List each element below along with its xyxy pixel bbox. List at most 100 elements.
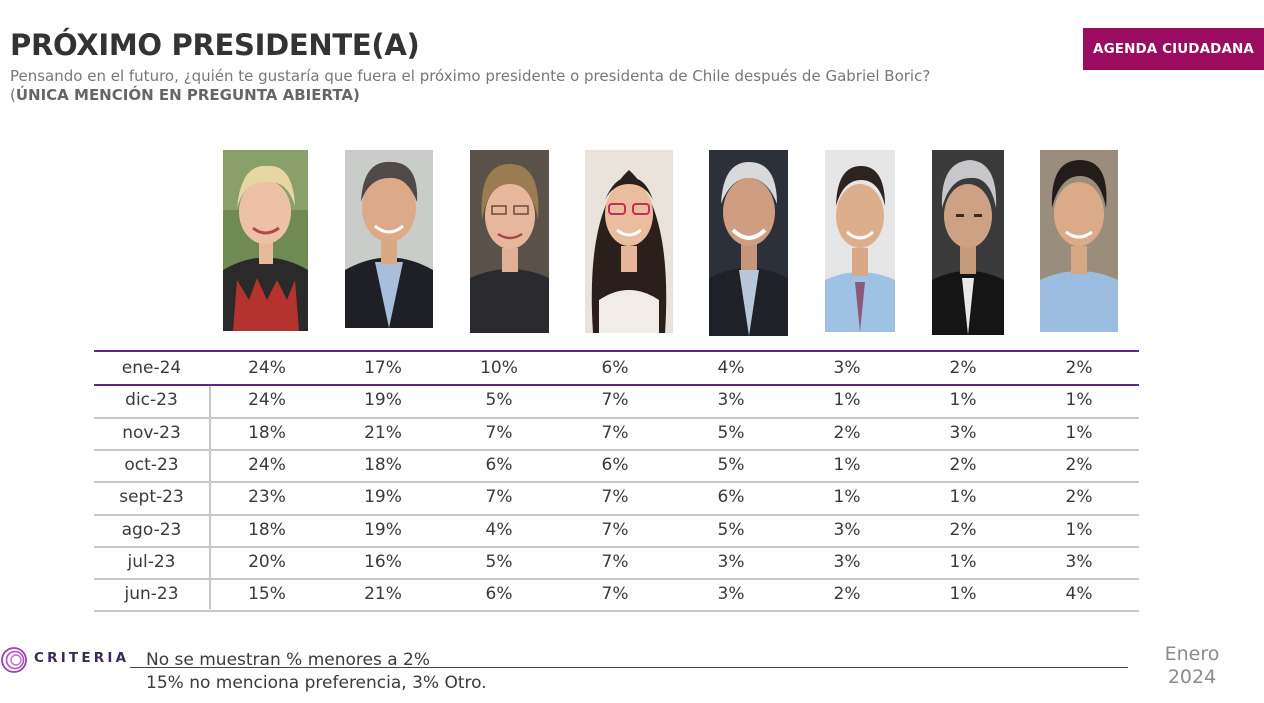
table-cell: 4% <box>717 358 745 378</box>
table-cell: 7% <box>601 584 629 605</box>
table-row: ene-24 24% 17% 10% 6% 4% 3% 2% 2% <box>94 352 1139 384</box>
row-separator <box>94 545 1139 548</box>
page-title: PRÓXIMO PRESIDENTE(A) <box>10 28 420 62</box>
table-cell: 2% <box>949 454 977 475</box>
table-cell: 21% <box>364 422 402 443</box>
table-row: dic-23 24% 19% 5% 7% 3% 1% 1% 1% <box>94 384 1139 416</box>
page-subtitle: Pensando en el futuro, ¿quién te gustarí… <box>10 67 940 105</box>
table-cell: 18% <box>248 519 286 540</box>
table-cell: 2% <box>833 422 861 443</box>
candidate-photo-4 <box>585 150 673 333</box>
table-cell: 6% <box>485 584 513 605</box>
table-cell: 7% <box>601 422 629 443</box>
table-cell: 1% <box>1065 519 1093 540</box>
table-cell: 2% <box>1065 487 1093 508</box>
footnote-no-preference: 15% no menciona preferencia, 3% Otro. <box>146 673 487 693</box>
table-cell: 1% <box>949 487 977 508</box>
table-cell: 3% <box>1065 551 1093 572</box>
row-label: sept-23 <box>119 487 184 508</box>
row-separator <box>94 578 1139 581</box>
table-cell: 5% <box>717 454 745 475</box>
table-cell: 24% <box>248 390 286 411</box>
candidate-photo-5 <box>709 150 788 336</box>
table-cell: 7% <box>601 519 629 540</box>
table-cell: 3% <box>717 551 745 572</box>
table-row: jul-23 20% 16% 5% 7% 3% 3% 1% 3% <box>94 546 1139 578</box>
table-cell: 1% <box>833 487 861 508</box>
table-cell: 3% <box>833 358 861 378</box>
table-cell: 6% <box>717 487 745 508</box>
row-separator <box>94 416 1139 419</box>
table-row: jun-23 15% 21% 6% 7% 3% 2% 1% 4% <box>94 578 1139 610</box>
table-cell: 3% <box>717 584 745 605</box>
table-cell: 2% <box>1065 358 1093 378</box>
candidate-photo-1 <box>223 150 308 331</box>
table-cell: 1% <box>949 584 977 605</box>
table-cell: 21% <box>364 584 402 605</box>
table-cell: 15% <box>248 584 286 605</box>
table-cell: 3% <box>833 519 861 540</box>
table-cell: 2% <box>833 584 861 605</box>
table-cell: 4% <box>1065 584 1093 605</box>
row-separator <box>94 513 1139 516</box>
table-row: sept-23 23% 19% 7% 7% 6% 1% 1% 2% <box>94 481 1139 513</box>
table-cell: 3% <box>833 551 861 572</box>
table-cell: 1% <box>833 454 861 475</box>
row-separator <box>94 384 1139 387</box>
footer-rule <box>130 667 1128 668</box>
row-separator <box>94 610 1139 613</box>
table-cell: 19% <box>364 390 402 411</box>
table-row: oct-23 24% 18% 6% 6% 5% 1% 2% 2% <box>94 449 1139 481</box>
table-cell: 7% <box>485 487 513 508</box>
row-label: jul-23 <box>127 551 176 572</box>
table-top-rule <box>94 350 1139 352</box>
table-cell: 5% <box>485 390 513 411</box>
subtitle-question: Pensando en el futuro, ¿quién te gustarí… <box>10 67 931 104</box>
candidate-photo-7 <box>932 150 1004 335</box>
table-row: ago-23 18% 19% 4% 7% 5% 3% 2% 1% <box>94 514 1139 546</box>
table-cell: 18% <box>248 422 286 443</box>
table-cell: 1% <box>1065 390 1093 411</box>
table-cell: 17% <box>364 358 402 378</box>
table-cell: 19% <box>364 487 402 508</box>
row-separator <box>94 481 1139 484</box>
table-cell: 1% <box>1065 422 1093 443</box>
row-label: dic-23 <box>125 390 178 411</box>
candidate-photo-8 <box>1040 150 1118 332</box>
table-cell: 2% <box>1065 454 1093 475</box>
candidate-photo-3 <box>470 150 549 333</box>
table-cell: 16% <box>364 551 402 572</box>
row-label: ago-23 <box>121 519 182 540</box>
table-cell: 6% <box>485 454 513 475</box>
table-cell: 6% <box>601 358 629 378</box>
table-cell: 1% <box>833 390 861 411</box>
table-cell: 20% <box>248 551 286 572</box>
table-cell: 7% <box>601 390 629 411</box>
criteria-brand: CRITERIA <box>34 650 130 666</box>
table-cell: 18% <box>364 454 402 475</box>
agenda-ciudadana-badge: AGENDA CIUDADANA <box>1083 28 1264 70</box>
table-cell: 24% <box>248 358 286 378</box>
table-cell: 7% <box>601 551 629 572</box>
table-cell: 3% <box>717 390 745 411</box>
table-cell: 6% <box>601 454 629 475</box>
table-cell: 7% <box>485 422 513 443</box>
table-row: nov-23 18% 21% 7% 7% 5% 2% 3% 1% <box>94 417 1139 449</box>
table-divider-vertical <box>209 384 211 609</box>
table-cell: 23% <box>248 487 286 508</box>
table-cell: 4% <box>485 519 513 540</box>
footnote-threshold: No se muestran % menores a 2% <box>146 650 431 670</box>
table-cell: 1% <box>949 551 977 572</box>
table-cell: 5% <box>485 551 513 572</box>
table-cell: 24% <box>248 454 286 475</box>
report-month: Enero <box>1164 643 1220 665</box>
table-cell: 10% <box>480 358 518 378</box>
table-cell: 3% <box>949 422 977 443</box>
row-label: jun-23 <box>124 584 179 605</box>
row-label: oct-23 <box>124 454 179 475</box>
row-label: nov-23 <box>122 422 181 443</box>
table-cell: 2% <box>949 519 977 540</box>
candidate-photo-2 <box>345 150 433 328</box>
criteria-logo-icon <box>1 647 27 673</box>
report-year: 2024 <box>1167 666 1217 688</box>
